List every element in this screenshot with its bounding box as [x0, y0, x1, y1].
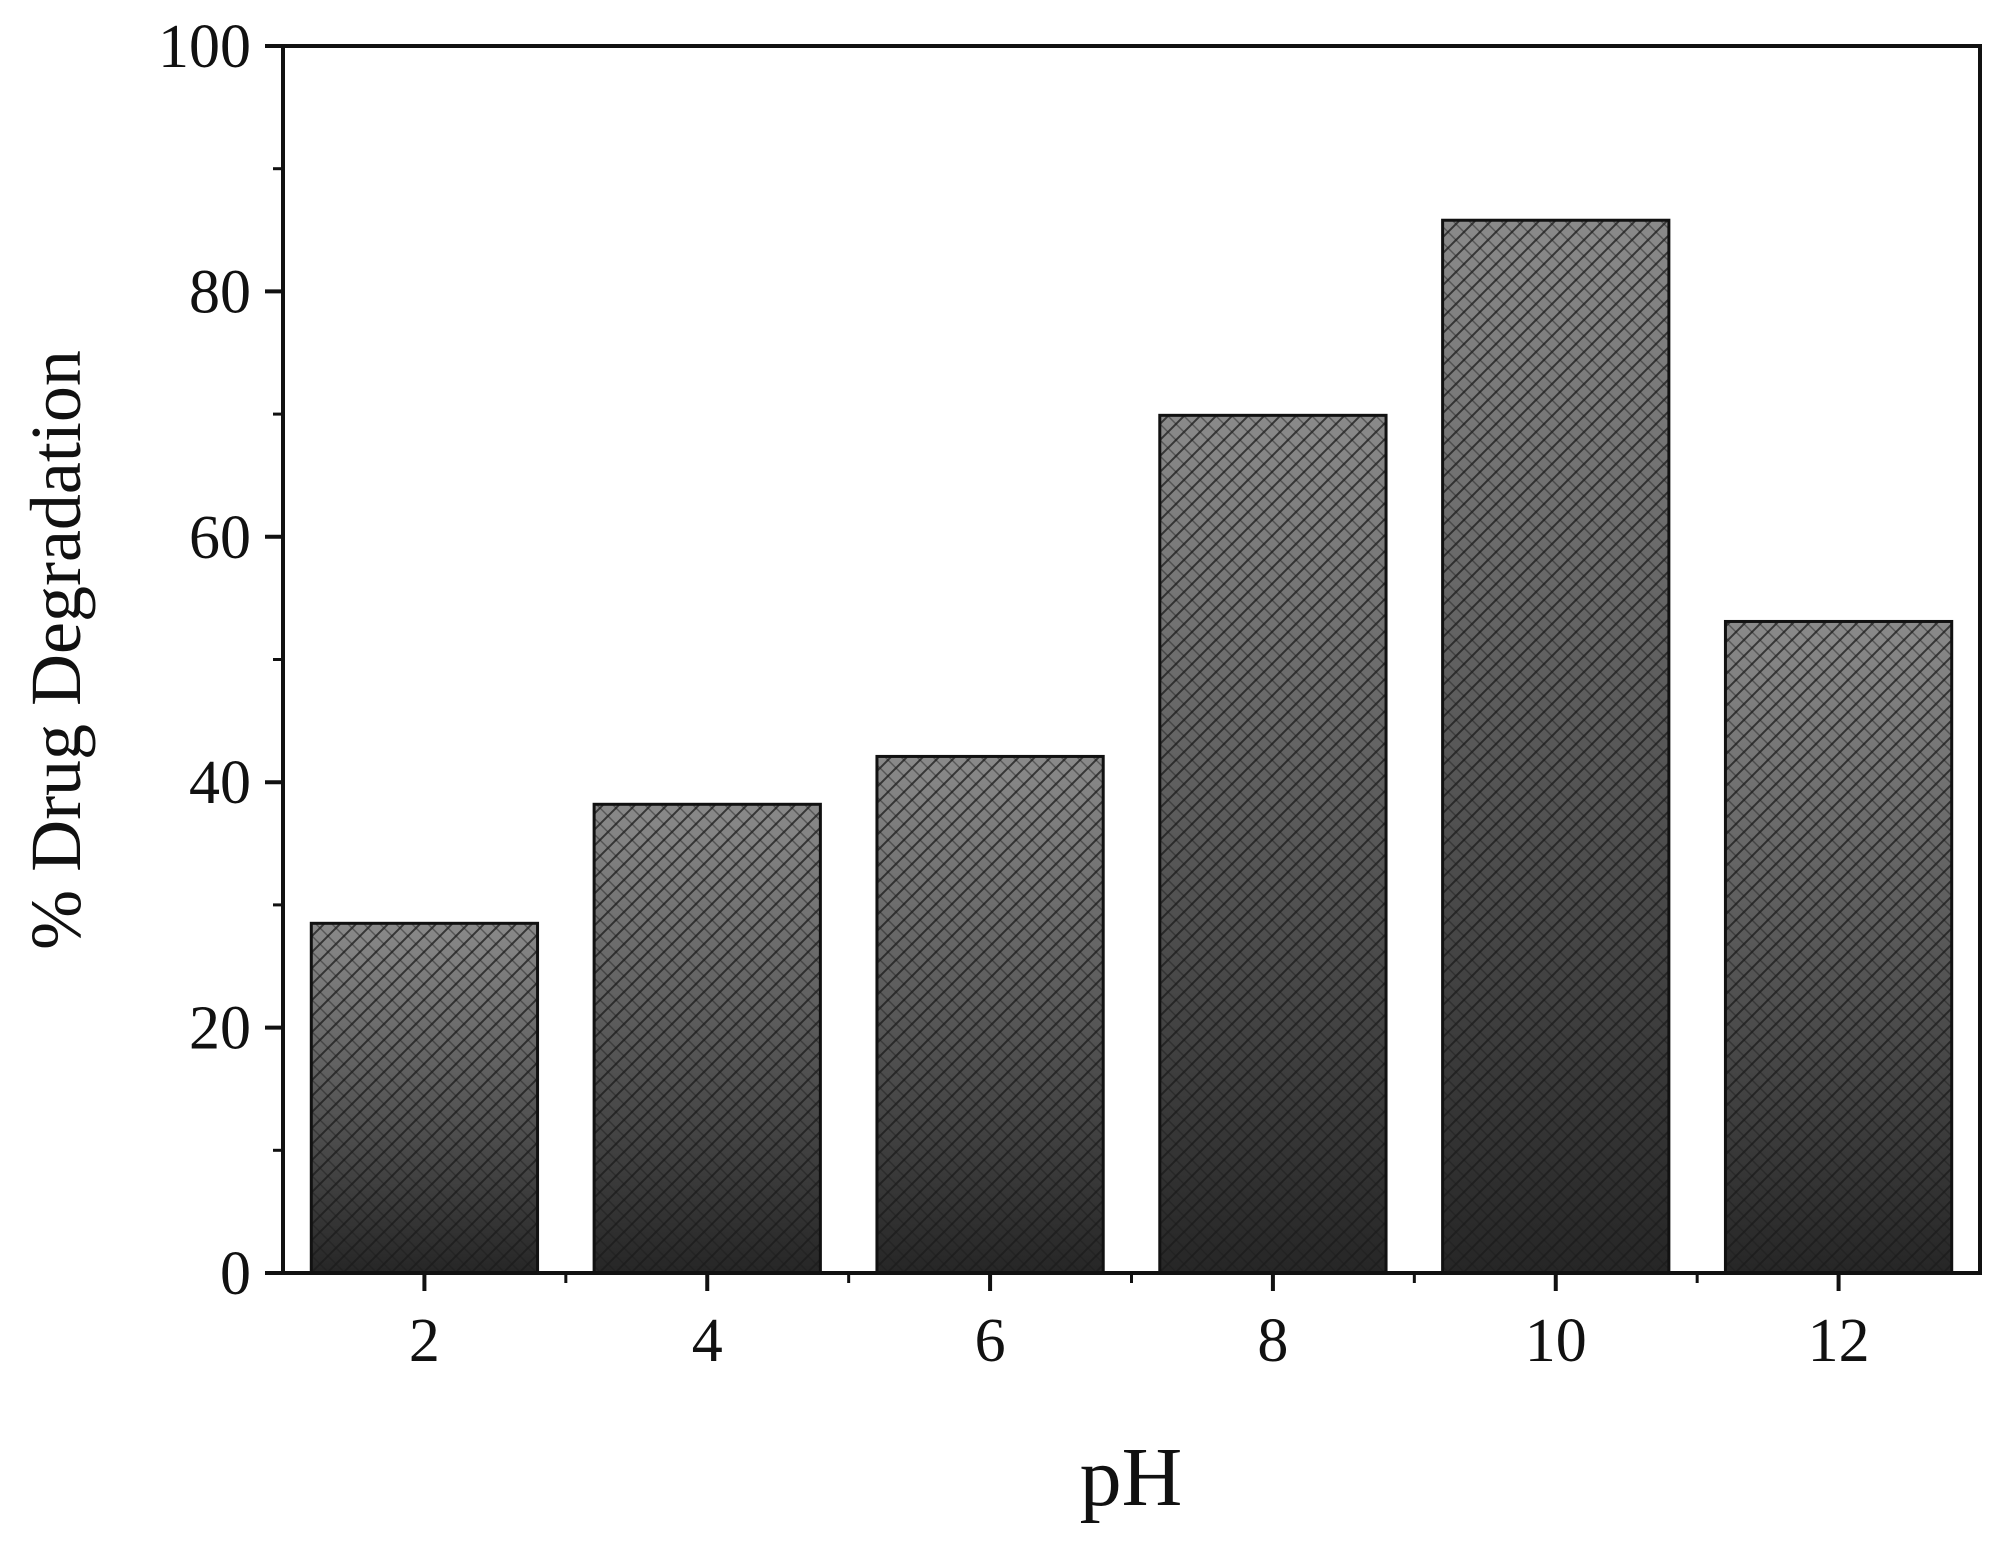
bar-hatch [1723, 619, 1954, 1275]
y-tick-label: 0 [220, 1240, 251, 1308]
x-tick-label: 4 [692, 1307, 723, 1375]
bar-ph-8 [1158, 413, 1388, 1275]
x-axis-ticks: 2 4 6 8 10 12 [409, 1273, 1870, 1375]
y-tick-label: 60 [189, 504, 251, 572]
y-axis-title: % Drug Degradation [16, 350, 96, 950]
bar-ph-6 [875, 754, 1105, 1275]
y-tick-label: 40 [189, 749, 251, 817]
y-axis-ticks: 0 20 40 60 80 100 [158, 13, 283, 1308]
bar-hatch [875, 754, 1105, 1275]
x-tick-label: 12 [1808, 1307, 1870, 1375]
bar-ph-10 [1441, 218, 1671, 1275]
x-tick-label: 2 [409, 1307, 440, 1375]
y-tick-label: 100 [158, 13, 251, 81]
bar-ph-12 [1723, 619, 1954, 1275]
x-tick-label: 8 [1257, 1307, 1288, 1375]
bar-ph-4 [592, 802, 822, 1275]
bar-ph-2 [309, 921, 540, 1275]
y-tick-label: 80 [189, 258, 251, 326]
x-tick-label: 10 [1525, 1307, 1587, 1375]
bar-hatch [592, 802, 822, 1275]
bars [309, 218, 1954, 1275]
y-tick-label: 20 [189, 995, 251, 1063]
bar-hatch [309, 921, 540, 1275]
x-tick-label: 6 [975, 1307, 1006, 1375]
x-axis-title: pH [1080, 1431, 1183, 1524]
bar-hatch [1158, 413, 1388, 1275]
bar-hatch [1441, 218, 1671, 1275]
